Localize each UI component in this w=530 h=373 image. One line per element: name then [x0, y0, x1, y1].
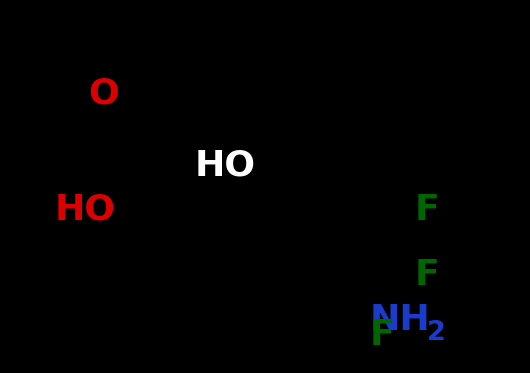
- Text: HO: HO: [55, 193, 116, 227]
- Text: F: F: [415, 193, 440, 227]
- Text: O: O: [88, 76, 119, 110]
- Text: 2: 2: [427, 320, 446, 346]
- Text: NH: NH: [370, 303, 431, 337]
- Text: HO: HO: [195, 148, 256, 182]
- Text: F: F: [370, 318, 395, 352]
- Text: F: F: [415, 258, 440, 292]
